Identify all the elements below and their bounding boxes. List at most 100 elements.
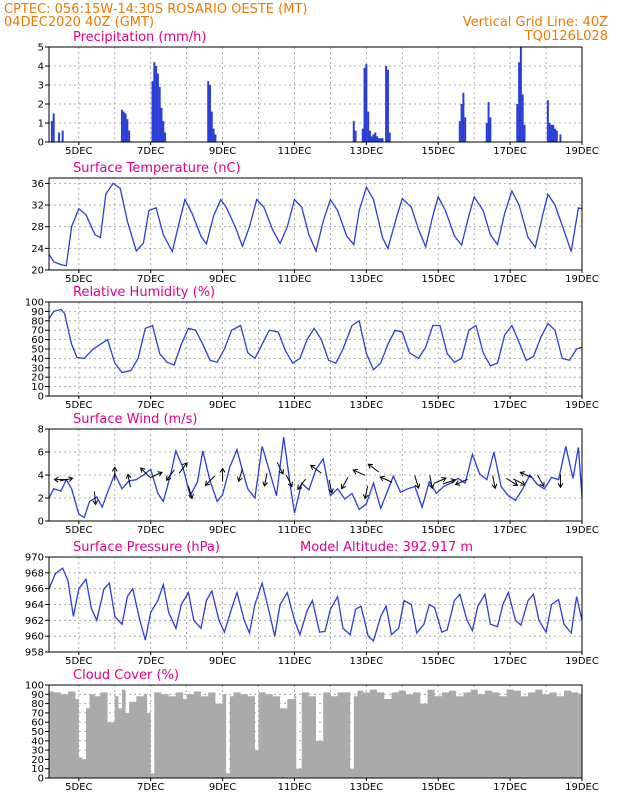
y-tick-label: 0: [38, 517, 44, 528]
x-tick-label: 9DEC: [209, 274, 236, 285]
x-tick-label: 7DEC: [137, 400, 164, 411]
x-tick-label: 11DEC: [278, 146, 312, 157]
x-tick-label: 19DEC: [565, 656, 599, 667]
wind-arrow: [352, 468, 366, 476]
precip-bar: [548, 123, 551, 142]
x-tick-label: 17DEC: [493, 525, 527, 536]
wind-arrow: [92, 491, 99, 506]
precip-bar: [381, 138, 384, 142]
precip-bar: [462, 92, 465, 142]
precip-bar: [521, 94, 524, 142]
y-tick-label: 36: [31, 179, 44, 190]
precip-bar: [158, 86, 161, 142]
y-tick-label: 24: [31, 244, 44, 255]
precip-bar: [367, 111, 370, 142]
precip-bar: [552, 124, 555, 142]
wind-arrow: [276, 462, 284, 475]
plot-frame: [48, 556, 583, 653]
precip-bar: [489, 117, 492, 142]
precip-bar: [209, 85, 212, 142]
x-tick-label: 13DEC: [349, 400, 383, 411]
panel-title: Precipitation (mm/h): [73, 30, 206, 45]
x-tick-label: 7DEC: [137, 782, 164, 793]
y-tick-label: 4: [38, 471, 44, 482]
wind-arrow: [236, 468, 243, 483]
y-tick-label: 958: [25, 648, 44, 659]
precip-bar: [156, 73, 159, 142]
wind-arrow: [166, 469, 175, 481]
panel-3: 0 2 4 6 8 5DEC 7DEC 9DEC 11DEC 13DEC 15DEC 17DEC 19D…: [38, 412, 599, 536]
wind-arrow: [297, 478, 306, 491]
precip-bar: [50, 121, 53, 142]
precip-bar: [160, 107, 163, 142]
precip-bar: [554, 128, 557, 142]
y-tick-label: 4: [38, 62, 44, 73]
precip-bar: [162, 121, 165, 142]
precip-bar: [379, 138, 382, 142]
x-tick-label: 19DEC: [565, 274, 599, 285]
y-tick-label: 40: [31, 736, 44, 747]
precip-bar: [128, 130, 131, 142]
precip-bar: [464, 117, 467, 142]
y-tick-label: 10: [31, 382, 44, 393]
wind-arrow: [340, 477, 349, 490]
y-tick-label: 40: [31, 354, 44, 365]
wind-arrow: [491, 475, 498, 490]
x-tick-label: 19DEC: [565, 400, 599, 411]
precip-bar: [386, 69, 389, 142]
precip-bar: [385, 66, 388, 142]
y-tick-label: 60: [31, 718, 44, 729]
wind-arrow: [454, 478, 468, 486]
y-tick-label: 3: [38, 81, 44, 92]
y-tick-label: 8: [38, 425, 44, 436]
precip-bar: [485, 123, 488, 142]
panel-0: 0 1 2 3 4 5 5DEC 7DEC 9DEC 11DEC 13DEC 15DEC 17DEC 19…: [38, 30, 599, 157]
x-tick-label: 19DEC: [565, 782, 599, 793]
precip-bar: [519, 47, 522, 142]
y-tick-label: 90: [31, 690, 44, 701]
precip-bar: [52, 113, 55, 142]
y-tick-label: 20: [31, 373, 44, 384]
precip-bar: [164, 132, 167, 142]
y-tick-label: 50: [31, 345, 44, 356]
x-tick-label: 15DEC: [421, 525, 455, 536]
y-tick-label: 964: [25, 600, 44, 611]
precip-bar: [122, 111, 125, 142]
y-tick-label: 6: [38, 448, 44, 459]
precip-bar: [210, 111, 213, 142]
precip-bar: [555, 130, 558, 142]
panel-title: Cloud Cover (%): [73, 668, 179, 683]
wind-arrow: [519, 471, 533, 479]
y-tick-label: 70: [31, 708, 44, 719]
precip-bar: [126, 119, 129, 142]
x-tick-label: 9DEC: [209, 525, 236, 536]
x-tick-label: 15DEC: [421, 656, 455, 667]
precip-bar: [124, 113, 127, 142]
x-tick-label: 5DEC: [65, 400, 92, 411]
x-tick-label: 17DEC: [493, 782, 527, 793]
x-tick-label: 7DEC: [137, 146, 164, 157]
wind-arrow: [178, 462, 188, 474]
wind-arrow: [537, 474, 545, 488]
x-tick-label: 9DEC: [209, 656, 236, 667]
precip-bar: [207, 81, 210, 142]
precip-bar: [523, 124, 526, 142]
x-tick-label: 13DEC: [349, 274, 383, 285]
y-tick-label: 2: [38, 494, 44, 505]
wind-arrow: [111, 466, 118, 481]
y-tick-label: 80: [31, 699, 44, 710]
precip-bar: [365, 64, 368, 142]
precip-bar: [363, 67, 366, 142]
wind-arrow: [428, 475, 435, 490]
precip-bar: [58, 132, 61, 142]
plot-frame: [48, 428, 583, 522]
x-tick-label: 11DEC: [278, 274, 312, 285]
plot-frame: [48, 46, 583, 143]
wind-arrow: [513, 478, 526, 486]
x-tick-label: 11DEC: [278, 656, 312, 667]
cloud-area: [49, 689, 582, 778]
y-tick-label: 30: [31, 746, 44, 757]
precip-bar: [374, 132, 377, 142]
y-tick-label: 60: [31, 335, 44, 346]
precip-bar: [516, 104, 519, 142]
